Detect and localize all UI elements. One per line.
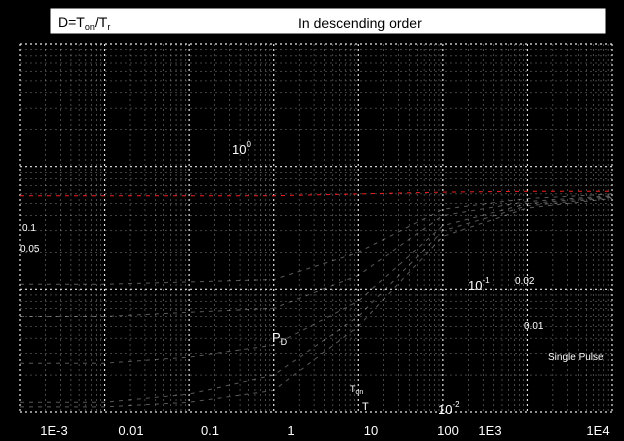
x-tick-label-0-1: 0.1 <box>201 423 219 438</box>
series-line-6 <box>20 198 613 408</box>
t-label: T <box>362 401 369 413</box>
x-tick-label-1e4: 1E4 <box>586 423 609 438</box>
series-label-0-1: 0.1 <box>22 223 36 234</box>
x-tick-label-10: 10 <box>364 423 378 438</box>
series-line-2 <box>20 193 613 285</box>
y-tick-label-top: 101 <box>6 6 30 26</box>
series-line-5 <box>20 197 613 403</box>
y-tick-label-mid: 100 <box>232 140 251 157</box>
legend-box <box>49 7 607 35</box>
series-label-0-01: 0.01 <box>524 321 544 332</box>
series-layer <box>20 190 613 408</box>
legend-formula: D=Ton/Tr <box>58 14 110 32</box>
single-pulse-label: Single Pulse <box>548 352 604 363</box>
x-tick-label-1e3: 1E3 <box>478 423 501 438</box>
x-tick-label-1e-3: 1E-3 <box>40 423 67 438</box>
legend-order-note: In descending order <box>298 15 422 31</box>
x-tick-label-1: 1 <box>287 423 294 438</box>
pd-label: PD <box>272 330 288 347</box>
x-tick-label-0-01: 0.01 <box>118 423 143 438</box>
series-label-0-05: 0.05 <box>20 244 40 255</box>
series-label-0-02: 0.02 <box>515 276 535 287</box>
y-tick-label-bottom: 10-2 <box>438 400 460 417</box>
x-tick-label-100: 100 <box>437 423 459 438</box>
series-line-3 <box>20 195 613 317</box>
y-tick-label-low: 10-1 <box>468 276 490 293</box>
grid <box>19 43 613 413</box>
x-tick-labels: 1E-3 0.01 0.1 1 10 100 1E3 1E4 <box>40 423 609 438</box>
ton-label: Ton <box>350 384 363 396</box>
